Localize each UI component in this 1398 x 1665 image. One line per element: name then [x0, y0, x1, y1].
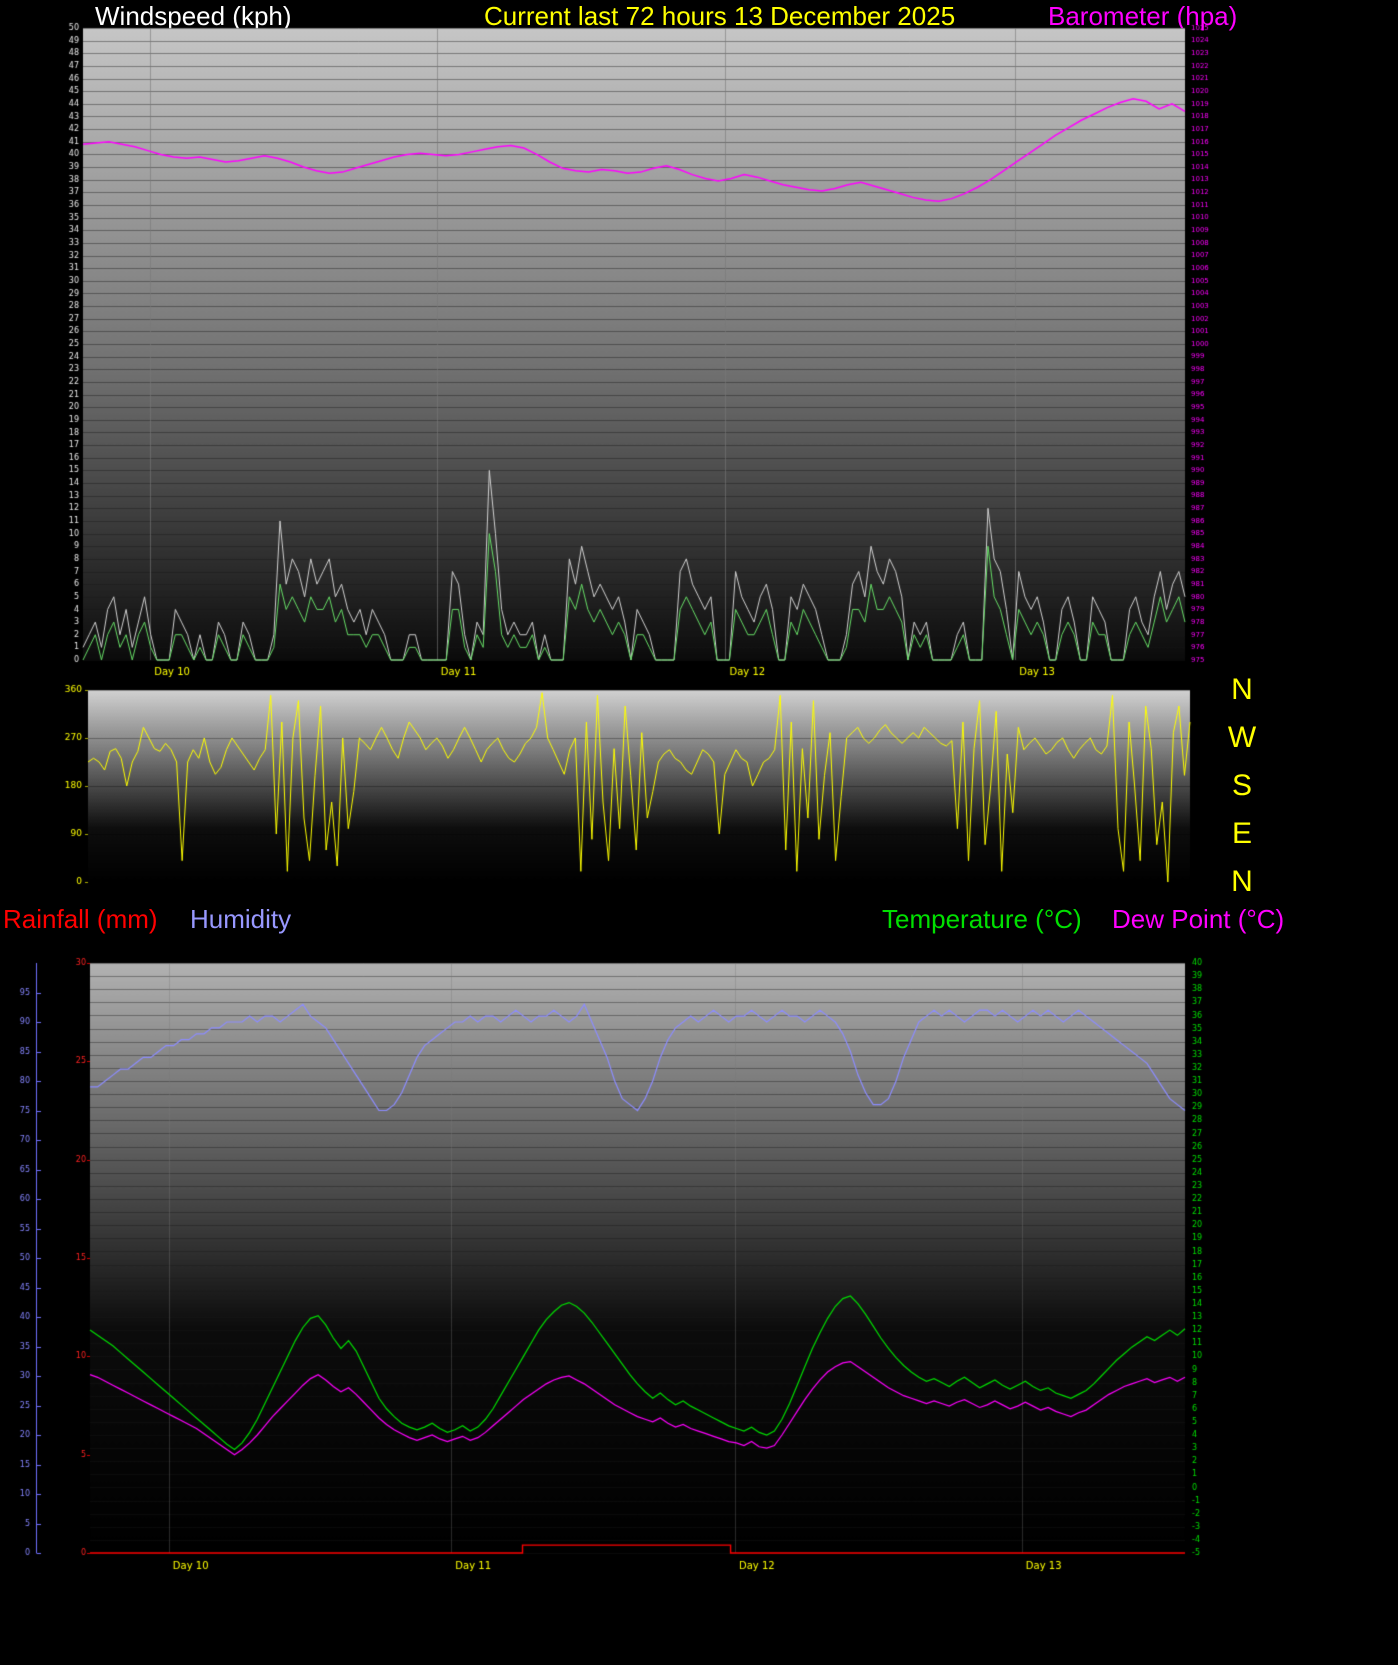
temperature-label: Temperature (°C): [882, 904, 1082, 934]
temperature-humidity-rainfall-chart: [0, 945, 1398, 1665]
compass-letter-n-0: N: [1231, 865, 1253, 898]
compass-letter-e: E: [1231, 817, 1252, 850]
compass-letter-n-360: N: [1231, 673, 1253, 706]
humidity-label: Humidity: [190, 904, 292, 934]
windspeed-barometer-chart: [0, 0, 1398, 680]
compass-letter-w: W: [1227, 721, 1257, 754]
compass-letter-s: S: [1231, 769, 1252, 802]
wind-direction-chart: [0, 680, 1398, 910]
rainfall-label: Rainfall (mm): [3, 904, 158, 934]
dewpoint-label: Dew Point (°C): [1112, 904, 1285, 934]
